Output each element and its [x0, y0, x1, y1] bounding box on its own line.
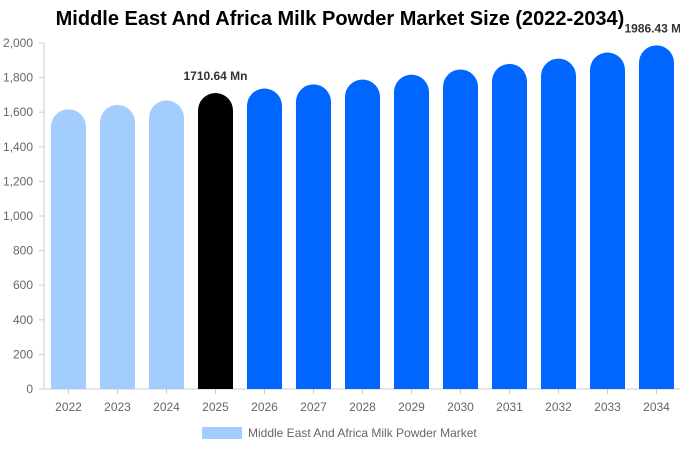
bar-2028	[345, 79, 380, 390]
legend-label: Middle East And Africa Milk Powder Marke…	[248, 426, 477, 440]
y-tick-label: 800	[13, 244, 33, 258]
chart-title: Middle East And Africa Milk Powder Marke…	[55, 8, 625, 30]
bar-2031	[492, 63, 527, 390]
x-tick-label: 2024	[153, 400, 180, 414]
x-tick-label: 2032	[545, 400, 572, 414]
legend-swatch	[202, 427, 242, 439]
bar-2034	[639, 45, 674, 389]
y-tick-label: 1,600	[3, 105, 33, 119]
bars	[51, 45, 674, 390]
x-tick-label: 2023	[104, 400, 131, 414]
x-tick-label: 2022	[55, 400, 82, 414]
bar-2023	[100, 104, 135, 389]
x-tick-label: 2028	[349, 400, 376, 414]
y-axis: 0 200 400 600 800 1,000 1,200 1,400 1,600 1,800 2,…	[3, 36, 45, 396]
data-label-2025: 1710.64 Mn	[183, 69, 247, 83]
x-tick-label: 2026	[251, 400, 278, 414]
data-labels: 1710.64 Mn 1986.43 Mn	[183, 21, 680, 83]
y-tick-label: 1,800	[3, 71, 33, 85]
y-tick-label: 600	[13, 278, 33, 292]
x-tick-label: 2033	[594, 400, 621, 414]
x-tick-label: 2031	[496, 400, 523, 414]
y-tick-label: 1,400	[3, 140, 33, 154]
bar-2032	[541, 58, 576, 389]
bar-2033	[590, 52, 625, 389]
bar-2029	[394, 74, 429, 389]
y-tick-label: 400	[13, 313, 33, 327]
bar-2030	[443, 69, 478, 390]
y-tick-label: 1,200	[3, 174, 33, 188]
y-tick-label: 1,000	[3, 209, 33, 223]
y-tick-label: 200	[13, 347, 33, 361]
bar-2022	[51, 109, 86, 389]
bar-2025	[198, 93, 233, 390]
x-tick-label: 2027	[300, 400, 327, 414]
data-label-2034: 1986.43 Mn	[624, 21, 680, 35]
legend: Middle East And Africa Milk Powder Marke…	[202, 425, 477, 441]
y-tick-label: 0	[26, 382, 33, 396]
x-tick-label: 2025	[202, 400, 229, 414]
x-tick-label: 2029	[398, 400, 425, 414]
bar-2026	[247, 88, 282, 389]
bar-2027	[296, 84, 331, 390]
x-tick-label: 2034	[643, 400, 670, 414]
y-tick-label: 2,000	[3, 36, 33, 50]
bar-2024	[149, 100, 184, 389]
x-axis: 2022 2023 2024 2025 2026 2027 2028 2029 2030 2031…	[44, 388, 680, 414]
x-tick-label: 2030	[447, 400, 474, 414]
